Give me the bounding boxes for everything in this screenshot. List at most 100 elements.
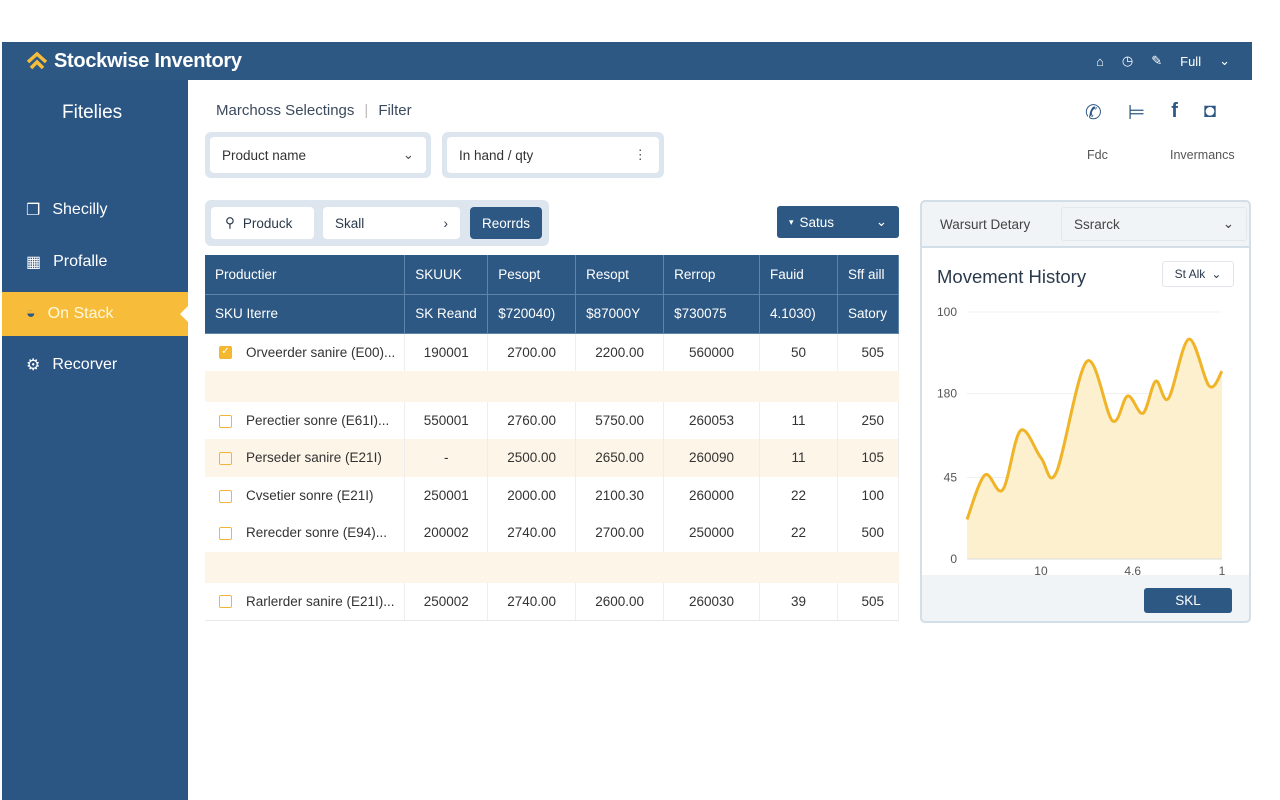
table-row[interactable]: Rarlerder sanire (E21I)... 250002 2740.00 2… xyxy=(205,582,900,621)
more-icon[interactable]: ⋮ xyxy=(633,147,648,162)
chevron-down-icon: ⌄ xyxy=(402,147,414,162)
records-button[interactable]: Reorrds xyxy=(470,207,542,239)
table-cell: 550001 xyxy=(404,401,489,439)
panel-search-select[interactable]: Ssrarck ⌄ xyxy=(1061,207,1247,241)
table-cell: 2100.30 xyxy=(575,476,665,514)
table-cell: 22 xyxy=(759,476,838,514)
cell-text: 100 xyxy=(861,487,884,503)
column-header[interactable]: Rerrop xyxy=(663,255,761,295)
cell-text: 200002 xyxy=(423,525,469,541)
breadcrumb-item[interactable]: Marchoss Selectings xyxy=(216,102,355,119)
app-logo[interactable]: Stockwise Inventory xyxy=(26,50,242,73)
search-placeholder: Produck xyxy=(242,215,293,231)
table-cell: Perseder sanire (E21I) xyxy=(205,439,406,477)
cell-text: - xyxy=(443,450,449,466)
column-subheader: Satory xyxy=(837,294,900,334)
chart-title: Movement History xyxy=(937,266,1087,287)
sidebar-item-on-stack[interactable]: ◒ On Stack xyxy=(2,292,188,336)
cell-text: 2600.00 xyxy=(595,593,645,609)
row-checkbox[interactable] xyxy=(219,414,232,428)
logo-icon xyxy=(26,51,48,70)
sidebar-item-label: Profalle xyxy=(53,253,108,270)
table-row[interactable]: Perectier sonre (E61I)... 550001 2760.00 57… xyxy=(205,401,900,439)
cell-text: Perectier sonre (E61I)... xyxy=(246,412,390,428)
row-checkbox[interactable] xyxy=(219,527,232,541)
y-tick-label: 180 xyxy=(937,387,957,401)
chevron-down-icon: ⌄ xyxy=(1211,267,1222,281)
chevron-down-icon[interactable]: ⌄ xyxy=(1219,53,1230,68)
column-header[interactable]: Productier xyxy=(205,255,406,295)
cell-text: 250 xyxy=(861,412,884,428)
table-cell: 2700.00 xyxy=(487,333,577,371)
table-cell: 2200.00 xyxy=(575,333,665,371)
row-checkbox[interactable] xyxy=(219,595,232,609)
product-name-filter[interactable]: Product name ⌄ xyxy=(205,132,431,178)
panel-label: Warsurt Detary xyxy=(940,216,1031,232)
row-checkbox[interactable]: ✓ xyxy=(219,346,232,360)
pen-icon[interactable]: ✎ xyxy=(1151,53,1163,68)
panel-select-value: Ssrarck xyxy=(1074,216,1120,232)
user-menu-label[interactable]: Full xyxy=(1180,53,1202,69)
movement-chart: 0 45 180 100 10 4.6 1 xyxy=(937,305,1226,575)
table-cell: 2740.00 xyxy=(487,514,577,552)
table-row[interactable]: ✓ Orveerder sanire (E00)... 190001 2700.00 2… xyxy=(205,333,900,371)
cell-text: 50 xyxy=(790,344,806,360)
caret-icon: ▾ xyxy=(789,216,794,227)
column-header[interactable]: Resopt xyxy=(575,255,665,295)
chevron-right-icon: › xyxy=(443,215,449,231)
column-subheader: $720040) xyxy=(487,294,577,334)
table-cell: 2000.00 xyxy=(487,476,577,514)
hierarchy-icon[interactable]: ⊨ xyxy=(1127,102,1146,124)
facebook-icon[interactable]: f xyxy=(1171,100,1178,122)
qty-input[interactable]: In hand / qty xyxy=(459,147,534,163)
cell-text: 2650.00 xyxy=(595,450,645,466)
cell-text: 11 xyxy=(791,412,806,428)
chart-range-select[interactable]: St Alk ⌄ xyxy=(1162,261,1234,287)
clock-icon[interactable]: ◷ xyxy=(1121,53,1134,68)
sidebar-item-shecilly[interactable]: ❐ Shecilly xyxy=(2,188,188,232)
scale-select[interactable]: Skall › xyxy=(323,207,460,239)
column-subheader: SK Reand xyxy=(404,294,489,334)
product-name-select[interactable]: Product name xyxy=(222,147,307,163)
table-cell: ✓ Orveerder sanire (E00)... xyxy=(205,333,406,371)
gauge-icon: ◒ xyxy=(26,305,36,322)
column-header[interactable]: Pesopt xyxy=(487,255,577,295)
row-checkbox[interactable] xyxy=(219,489,232,503)
column-header[interactable]: Sff aill xyxy=(837,255,900,295)
cell-text: 260030 xyxy=(689,593,735,609)
row-checkbox[interactable] xyxy=(219,452,232,466)
sidebar-item-label: On Stack xyxy=(47,305,114,322)
column-header[interactable]: SKUUK xyxy=(404,255,489,295)
column-subheader: SKU Iterre xyxy=(205,294,406,334)
table-row[interactable]: Rerecder sonre (E94)... 200002 2740.00 2700… xyxy=(205,514,900,552)
skl-button[interactable]: SKL xyxy=(1144,588,1232,613)
search-input[interactable]: ⚲ Produck xyxy=(211,207,314,239)
chat-icon[interactable]: ◘ xyxy=(1203,100,1216,122)
sidebar-title: Fitelies xyxy=(62,102,123,123)
table-cell: 260090 xyxy=(663,439,761,477)
right-label-invermancs: Invermancs xyxy=(1170,148,1235,162)
qty-filter[interactable]: In hand / qty ⋮ xyxy=(442,132,664,178)
table-cell: 39 xyxy=(759,582,838,621)
sidebar-item-profalle[interactable]: ▦ Profalle xyxy=(2,240,188,284)
sidebar-item-recorver[interactable]: ⚙ Recorver xyxy=(2,343,188,387)
breadcrumb-item[interactable]: Filter xyxy=(378,102,412,119)
home-icon[interactable]: ⌂ xyxy=(1096,53,1104,69)
column-header[interactable]: Fauid xyxy=(759,255,838,295)
calculator-icon: ▦ xyxy=(26,254,42,271)
cell-text: Perseder sanire (E21I) xyxy=(246,450,382,466)
cell-text: 505 xyxy=(861,593,884,609)
table-spacer-row xyxy=(205,551,899,583)
table-row[interactable]: Cvsetier sonre (E21I) 250001 2000.00 2100.3… xyxy=(205,476,900,514)
y-tick-label: 100 xyxy=(937,305,957,319)
cell-text: 250000 xyxy=(689,525,735,541)
table-row[interactable]: Perseder sanire (E21I) - 2500.00 2650.00 260… xyxy=(205,439,900,477)
status-dropdown[interactable]: ▾ Satus ⌄ xyxy=(777,206,899,238)
table-cell: 260053 xyxy=(663,401,761,439)
table-cell: Rerecder sonre (E94)... xyxy=(205,514,406,552)
cell-text: 11 xyxy=(791,450,806,466)
phone-icon[interactable]: ✆ xyxy=(1085,102,1102,124)
table-cell: 2500.00 xyxy=(487,439,577,477)
cell-text: 250001 xyxy=(423,487,469,503)
x-tick-label: 1 xyxy=(1219,564,1226,575)
